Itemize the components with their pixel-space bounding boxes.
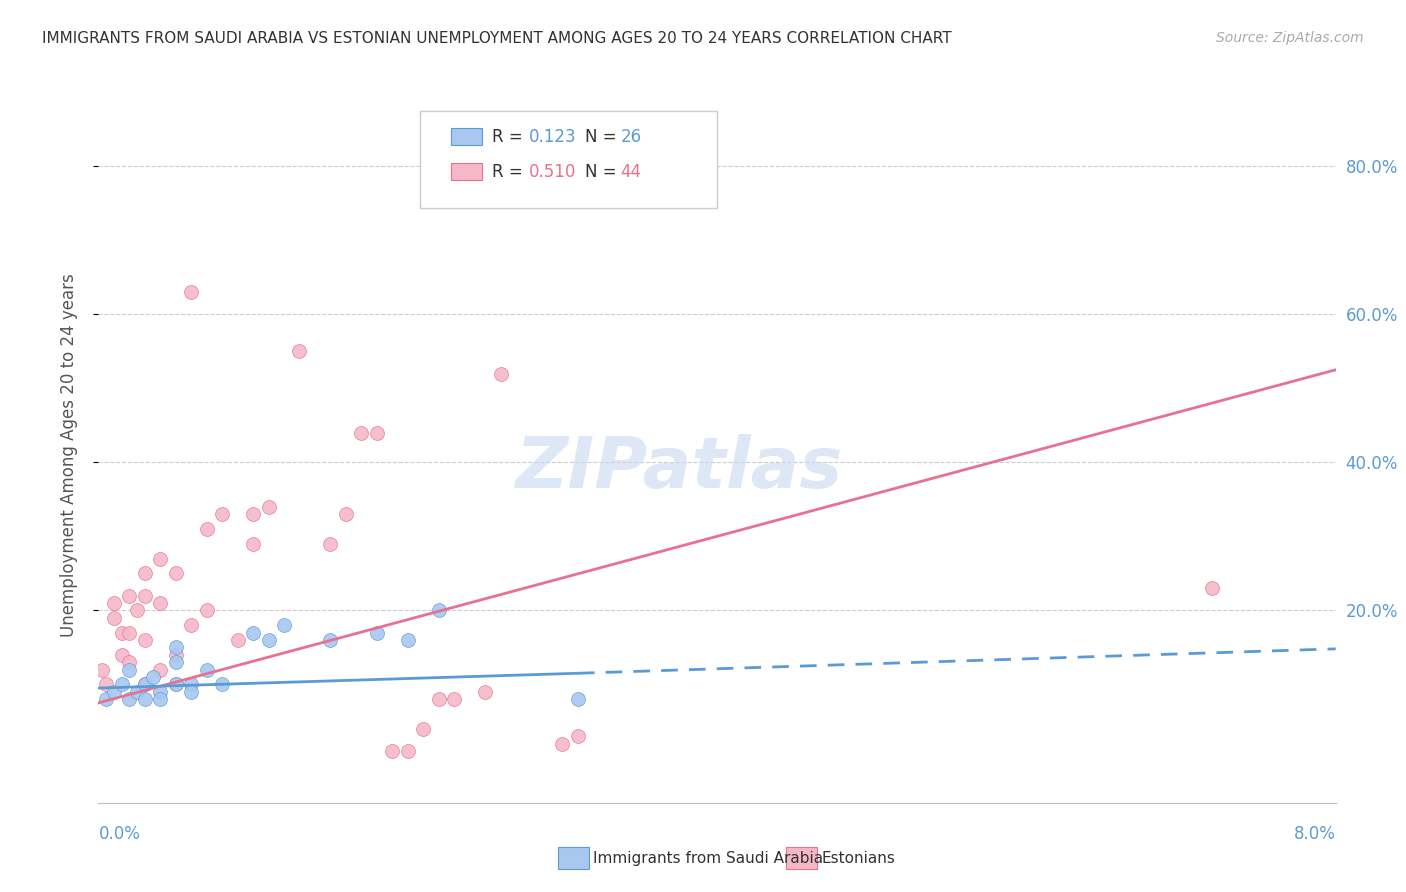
Point: [134, 632, 156, 647]
FancyBboxPatch shape: [451, 128, 482, 145]
Point: [118, 663, 141, 677]
Point: [335, 507, 357, 521]
Text: Source: ZipAtlas.com: Source: ZipAtlas.com: [1216, 31, 1364, 45]
Point: [211, 507, 233, 521]
Point: [149, 596, 172, 610]
Point: [257, 500, 280, 514]
Point: [103, 611, 125, 625]
Point: [180, 685, 202, 699]
Text: 44: 44: [620, 162, 641, 181]
Point: [366, 425, 388, 440]
Point: [149, 663, 172, 677]
Point: [474, 685, 496, 699]
Point: [319, 632, 342, 647]
Point: [149, 551, 172, 566]
Text: 8.0%: 8.0%: [1294, 825, 1336, 843]
Point: [165, 648, 187, 662]
Point: [118, 655, 141, 669]
Point: [211, 677, 233, 691]
Point: [134, 566, 156, 581]
Point: [242, 507, 264, 521]
Point: [165, 566, 187, 581]
Point: [443, 692, 465, 706]
Point: [149, 685, 172, 699]
Point: [551, 737, 574, 751]
Point: [118, 692, 141, 706]
Point: [180, 677, 202, 691]
Point: [381, 744, 404, 758]
Point: [165, 640, 187, 655]
Point: [288, 344, 311, 359]
Text: Estonians: Estonians: [821, 851, 896, 865]
Point: [396, 744, 419, 758]
Point: [350, 425, 373, 440]
Point: [567, 729, 589, 743]
Point: [165, 677, 187, 691]
Text: N =: N =: [585, 162, 621, 181]
Point: [257, 632, 280, 647]
Point: [111, 648, 134, 662]
Point: [195, 663, 218, 677]
Text: ZIPatlas: ZIPatlas: [516, 434, 844, 503]
Point: [180, 285, 202, 299]
Text: R =: R =: [492, 162, 527, 181]
Point: [195, 603, 218, 617]
Point: [90, 663, 112, 677]
Text: 0.510: 0.510: [529, 162, 576, 181]
Text: 26: 26: [620, 128, 641, 146]
FancyBboxPatch shape: [420, 111, 717, 208]
Point: [273, 618, 295, 632]
Point: [226, 632, 249, 647]
Point: [96, 692, 118, 706]
Point: [127, 603, 149, 617]
Point: [427, 603, 450, 617]
Point: [366, 625, 388, 640]
Point: [118, 589, 141, 603]
Point: [118, 625, 141, 640]
Point: [96, 677, 118, 691]
FancyBboxPatch shape: [451, 162, 482, 180]
Point: [149, 692, 172, 706]
Point: [242, 625, 264, 640]
Y-axis label: Unemployment Among Ages 20 to 24 years: Unemployment Among Ages 20 to 24 years: [59, 273, 77, 637]
Point: [180, 618, 202, 632]
Point: [111, 677, 134, 691]
Point: [127, 685, 149, 699]
Point: [165, 655, 187, 669]
Point: [111, 625, 134, 640]
Point: [396, 632, 419, 647]
Point: [242, 537, 264, 551]
Point: [134, 589, 156, 603]
Point: [103, 685, 125, 699]
Point: [489, 367, 512, 381]
Point: [412, 722, 434, 736]
Point: [1201, 581, 1223, 595]
Point: [134, 677, 156, 691]
Point: [142, 670, 165, 684]
Text: N =: N =: [585, 128, 621, 146]
Text: Immigrants from Saudi Arabia: Immigrants from Saudi Arabia: [593, 851, 824, 865]
Text: 0.0%: 0.0%: [98, 825, 141, 843]
Point: [427, 692, 450, 706]
Text: IMMIGRANTS FROM SAUDI ARABIA VS ESTONIAN UNEMPLOYMENT AMONG AGES 20 TO 24 YEARS : IMMIGRANTS FROM SAUDI ARABIA VS ESTONIAN…: [42, 31, 952, 46]
Text: 0.123: 0.123: [529, 128, 576, 146]
Text: R =: R =: [492, 128, 527, 146]
Point: [567, 692, 589, 706]
Point: [195, 522, 218, 536]
Point: [134, 677, 156, 691]
Point: [165, 677, 187, 691]
Point: [103, 596, 125, 610]
Point: [319, 537, 342, 551]
Point: [134, 692, 156, 706]
